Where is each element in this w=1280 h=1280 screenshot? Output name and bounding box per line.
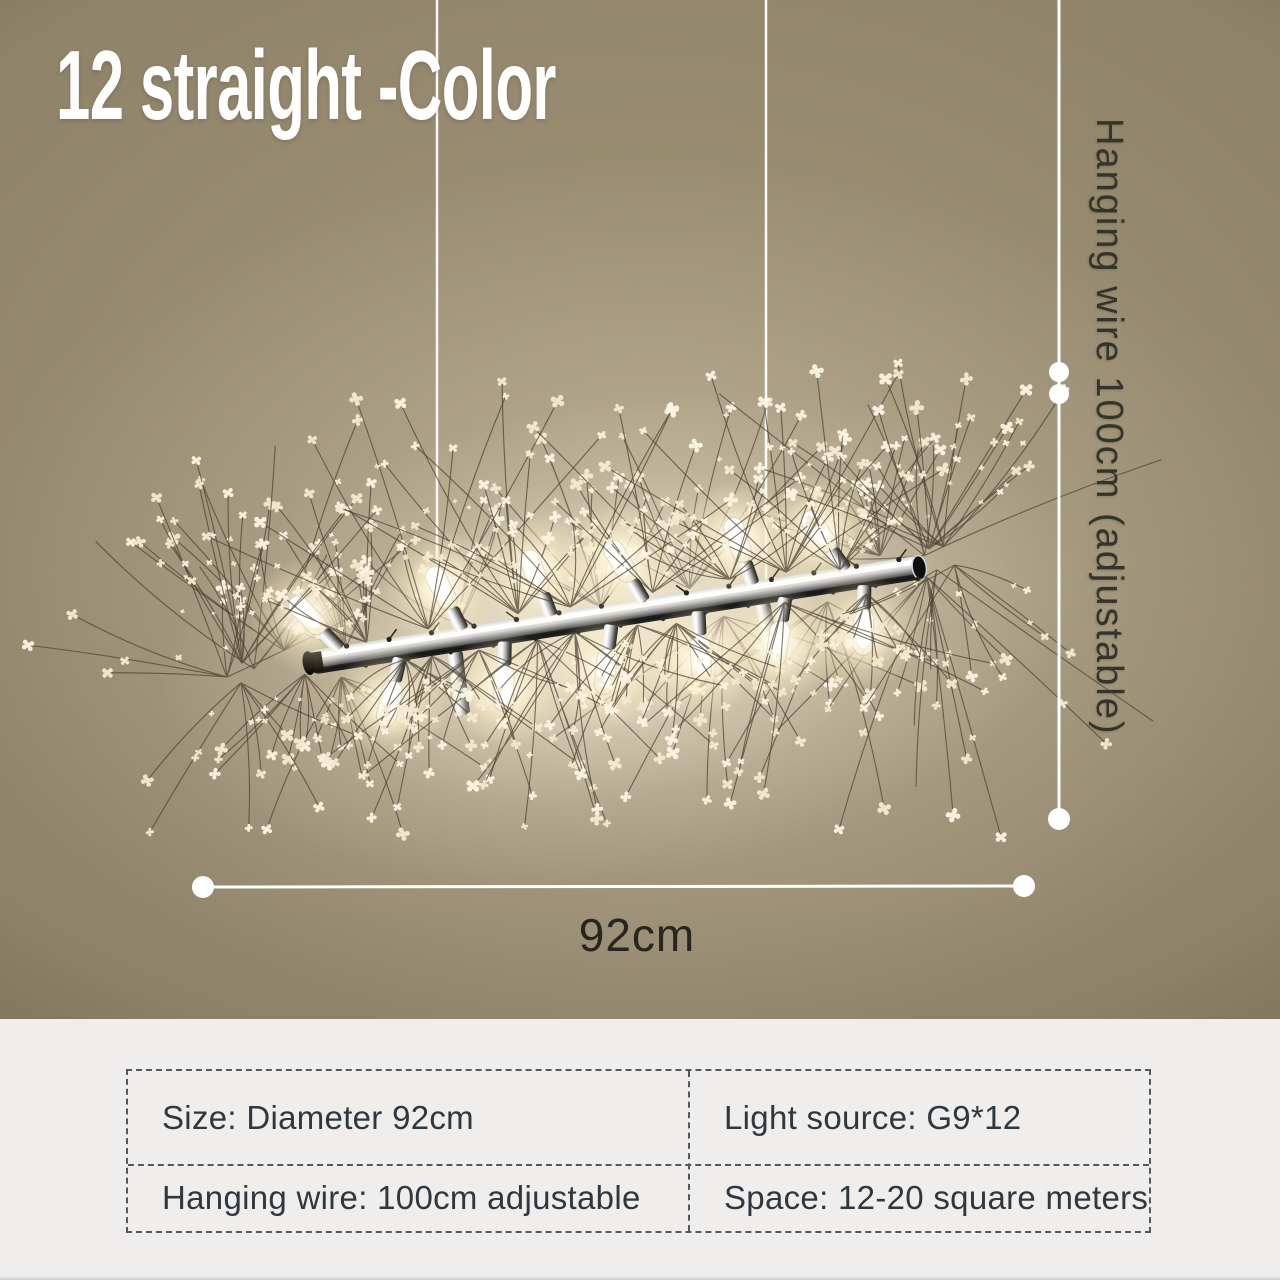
width-measure-line [213, 884, 1014, 889]
wire-measure-dot-top-a [1049, 362, 1069, 382]
wire-measure-dot-bottom [1048, 808, 1070, 830]
chandelier-scene [18, 0, 1162, 898]
spec-table-column-divider [688, 1071, 690, 1231]
width-measurement-label: 92cm [578, 909, 696, 961]
spec-table: Size: Diameter 92cm Light source: G9*12 … [126, 1069, 1151, 1233]
spec-table-row-divider [128, 1164, 1149, 1166]
spec-size-cell: Size: Diameter 92cm [162, 1098, 474, 1136]
product-variant-title: 12 straight -Color [56, 30, 556, 140]
width-measure-dot-right [1013, 875, 1035, 897]
product-photo-area: 12 straight -Color Hanging wire 100cm (a… [0, 0, 1280, 1019]
measurement-overlay [192, 0, 1070, 898]
wire-measure-dot-top-b [1049, 384, 1069, 404]
chandelier-illustration [18, 355, 1162, 888]
width-measure-dot-left [192, 876, 214, 898]
hanging-wire-measurement-label: Hanging wire 100cm (adjustable) [1088, 118, 1130, 736]
spec-light-source-cell: Light source: G9*12 [724, 1098, 1022, 1136]
spec-space-cell: Space: 12-20 square meters [724, 1178, 1149, 1216]
spec-hanging-wire-cell: Hanging wire: 100cm adjustable [162, 1178, 641, 1216]
spec-panel: Size: Diameter 92cm Light source: G9*12 … [0, 1019, 1280, 1280]
